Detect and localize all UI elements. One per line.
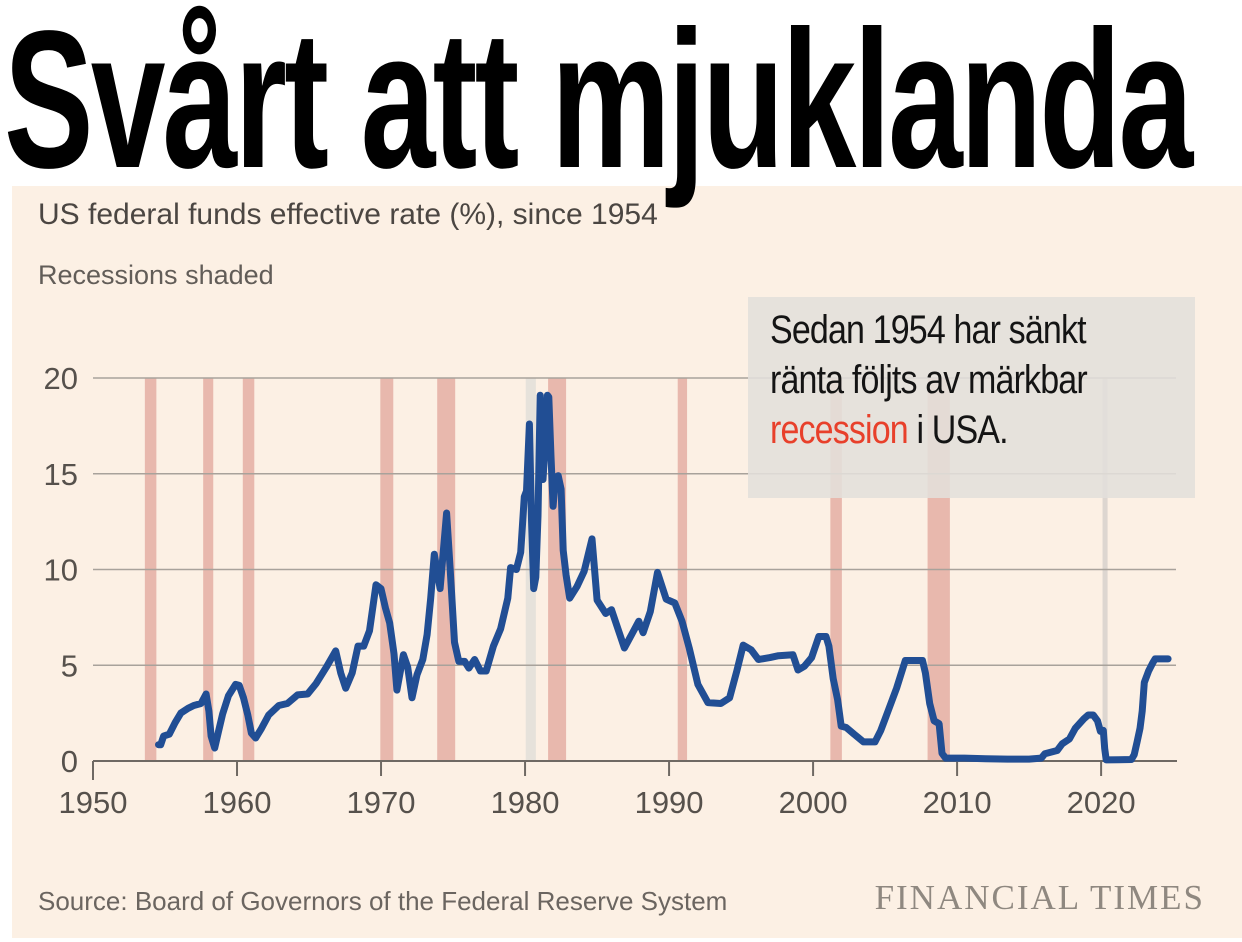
x-axis-tick-label: 1950	[59, 785, 128, 820]
page-headline: Svårt att mjuklanda	[4, 0, 1193, 209]
x-axis-tick-label: 2010	[923, 785, 992, 820]
source-credit: Source: Board of Governors of the Federa…	[38, 886, 728, 916]
y-axis-tick-label: 20	[44, 361, 78, 396]
financial-times-logo: FINANCIAL TIMES	[874, 878, 1205, 917]
x-axis-tick-label: 1990	[635, 785, 704, 820]
y-axis-tick-label: 10	[44, 553, 78, 588]
y-axis-tick-label: 15	[44, 457, 78, 492]
y-axis-tick-label: 5	[61, 648, 78, 683]
chart-title: US federal funds effective rate (%), sin…	[38, 198, 658, 231]
annotation-line-2: ränta följts av märkbar	[770, 358, 1088, 402]
y-axis-tick-label: 0	[61, 744, 78, 779]
x-axis-tick-label: 1980	[491, 785, 560, 820]
annotation-line-3-rest: i USA.	[907, 408, 1008, 452]
x-axis-tick-label: 1960	[203, 785, 272, 820]
chart-note-recessions-shaded: Recessions shaded	[38, 260, 274, 290]
annotation-line-1: Sedan 1954 har sänkt	[770, 308, 1087, 352]
x-axis-tick-label: 2020	[1067, 785, 1136, 820]
annotation-box: Sedan 1954 har sänkt ränta följts av mär…	[748, 297, 1195, 498]
x-axis-tick-label: 1970	[347, 785, 416, 820]
annotation-highlight-recession: recession	[770, 408, 909, 452]
annotation-text: Sedan 1954 har sänkt ränta följts av mär…	[770, 305, 1215, 455]
x-axis-tick-label: 2000	[779, 785, 848, 820]
fed-funds-rate-line	[155, 391, 1172, 764]
annotation-line-3: recession i USA.	[770, 405, 1215, 455]
